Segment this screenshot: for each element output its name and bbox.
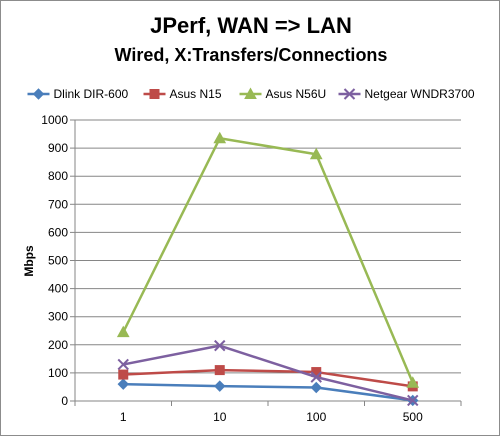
y-tick-label-0: 0 bbox=[61, 394, 68, 408]
point-dlink-dir-600-100 bbox=[310, 381, 322, 394]
y-tick-label-600: 600 bbox=[48, 225, 68, 239]
point-netgear-wndr3700-500 bbox=[407, 394, 419, 407]
series-dlink-dir-600 bbox=[117, 378, 419, 407]
x-tick-label-100: 100 bbox=[306, 410, 326, 424]
y-tick-label-900: 900 bbox=[48, 141, 68, 155]
y-axis-ticks: 0 100 200 300 400 500 600 700 800 900 1000 bbox=[41, 113, 75, 408]
series-line-asus-n15 bbox=[123, 368, 413, 388]
point-asus-n56u-100 bbox=[309, 147, 323, 160]
legend-item-dlink-dir-600: Dlink DIR-600 bbox=[27, 87, 129, 101]
series-line-asus-n56u bbox=[122, 137, 414, 384]
x-tick-label-500: 500 bbox=[403, 410, 423, 424]
series-line-netgear-wndr3700 bbox=[123, 344, 414, 402]
x-axis-ticks: 1 10 100 500 bbox=[74, 401, 462, 424]
x-tick-label-10: 10 bbox=[213, 410, 227, 424]
series-group bbox=[116, 131, 420, 407]
legend-swatch-marker-netgear-wndr3700 bbox=[343, 88, 356, 100]
point-netgear-wndr3700-10-stroke-b bbox=[214, 339, 226, 352]
y-tick-label-500: 500 bbox=[48, 254, 68, 268]
point-asus-n56u-1 bbox=[116, 325, 130, 338]
point-netgear-wndr3700-1 bbox=[117, 358, 129, 371]
y-axis-label: Mbps bbox=[22, 245, 36, 277]
y-tick-label-400: 400 bbox=[48, 282, 68, 296]
chart-title: JPerf, WAN => LAN bbox=[150, 13, 352, 38]
point-asus-n15-1 bbox=[118, 369, 129, 380]
point-dlink-dir-600-1 bbox=[117, 378, 129, 390]
y-tick-label-100: 100 bbox=[48, 366, 68, 380]
series-netgear-wndr3700 bbox=[117, 339, 419, 407]
legend-item-asus-n56u: Asus N56U bbox=[239, 87, 327, 101]
legend-label-asus-n56u: Asus N56U bbox=[266, 87, 327, 101]
gridlines bbox=[74, 119, 461, 402]
legend-label-dlink-dir-600: Dlink DIR-600 bbox=[54, 87, 129, 101]
legend-swatch-marker-netgear-wndr3700-stroke-b bbox=[343, 88, 356, 100]
point-netgear-wndr3700-100 bbox=[310, 371, 322, 383]
legend-item-asus-n15: Asus N15 bbox=[143, 87, 222, 101]
y-tick-label-700: 700 bbox=[48, 197, 68, 211]
legend-swatch-marker-asus-n15 bbox=[149, 89, 160, 99]
legend-label-asus-n15: Asus N15 bbox=[170, 87, 222, 101]
series-asus-n56u bbox=[116, 131, 420, 388]
y-tick-label-200: 200 bbox=[48, 338, 68, 352]
y-tick-label-1000: 1000 bbox=[41, 113, 68, 127]
point-netgear-wndr3700-500-stroke-b bbox=[407, 394, 419, 407]
y-tick-label-300: 300 bbox=[48, 310, 68, 324]
y-tick-label-800: 800 bbox=[48, 169, 68, 183]
point-netgear-wndr3700-1-stroke-b bbox=[117, 358, 129, 371]
point-netgear-wndr3700-100-stroke-b bbox=[310, 371, 322, 383]
legend: Dlink DIR-600 Asus N15 Asus N56U Netgear WN… bbox=[27, 87, 475, 101]
point-dlink-dir-600-10 bbox=[214, 380, 226, 392]
legend-swatch-marker-asus-n56u bbox=[244, 87, 257, 99]
chart-subtitle: Wired, X:Transfers/Connections bbox=[115, 45, 388, 65]
point-netgear-wndr3700-10 bbox=[214, 339, 226, 352]
legend-item-netgear-wndr3700: Netgear WNDR3700 bbox=[338, 87, 475, 101]
series-line-dlink-dir-600 bbox=[123, 382, 413, 402]
legend-swatch-marker-dlink-dir-600 bbox=[32, 88, 45, 100]
point-asus-n56u-10 bbox=[213, 131, 227, 144]
x-tick-label-1: 1 bbox=[120, 410, 127, 424]
point-asus-n15-10 bbox=[214, 365, 225, 376]
legend-label-netgear-wndr3700: Netgear WNDR3700 bbox=[365, 87, 475, 101]
point-asus-n56u-500 bbox=[406, 376, 420, 388]
